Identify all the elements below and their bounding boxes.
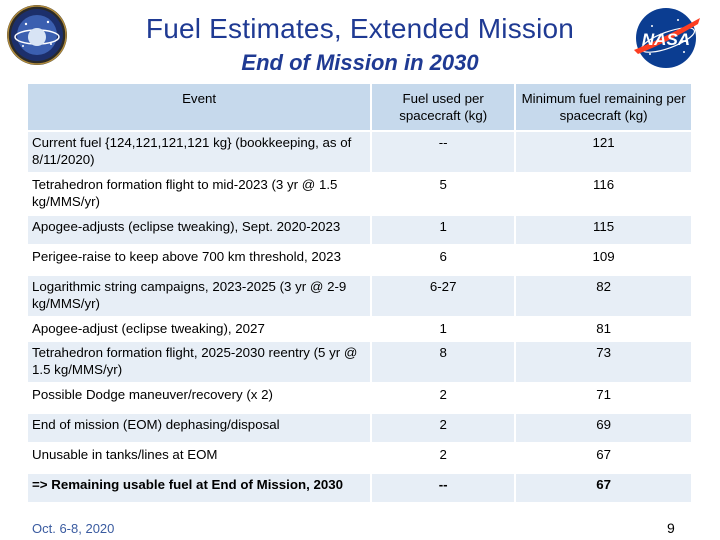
table-row: Tetrahedron formation flight to mid-2023… xyxy=(28,174,691,214)
fuel-remaining-cell: 109 xyxy=(516,246,691,274)
event-cell: => Remaining usable fuel at End of Missi… xyxy=(28,474,371,502)
column-header-fuel-remaining: Minimum fuel remaining per spacecraft (k… xyxy=(516,84,691,130)
fuel-remaining-cell: 81 xyxy=(516,318,691,340)
fuel-used-cell: 1 xyxy=(372,318,515,340)
fuel-remaining-cell: 116 xyxy=(516,174,691,214)
column-header-fuel-used: Fuel used per spacecraft (kg) xyxy=(372,84,515,130)
table-row: Possible Dodge maneuver/recovery (x 2) 2 7… xyxy=(28,384,691,412)
event-cell: Possible Dodge maneuver/recovery (x 2) xyxy=(28,384,371,412)
table-row: Apogee-adjusts (eclipse tweaking), Sept.… xyxy=(28,216,691,244)
event-cell: Apogee-adjusts (eclipse tweaking), Sept.… xyxy=(28,216,371,244)
mms-mission-patch-icon xyxy=(6,4,68,66)
table-row: => Remaining usable fuel at End of Missi… xyxy=(28,474,691,502)
table-header-row: Event Fuel used per spacecraft (kg) Mini… xyxy=(28,84,691,130)
fuel-used-cell: 2 xyxy=(372,444,515,472)
fuel-remaining-cell: 67 xyxy=(516,474,691,502)
table-row: Unusable in tanks/lines at EOM 2 67 xyxy=(28,444,691,472)
nasa-logo-icon: NASA xyxy=(628,6,704,70)
event-cell: Current fuel {124,121,121,121 kg} (bookk… xyxy=(28,132,371,172)
fuel-estimates-table: Event Fuel used per spacecraft (kg) Mini… xyxy=(26,82,693,504)
page-number: 9 xyxy=(667,520,675,536)
fuel-used-cell: -- xyxy=(372,474,515,502)
fuel-used-cell: 8 xyxy=(372,342,515,382)
fuel-remaining-cell: 71 xyxy=(516,384,691,412)
column-header-event: Event xyxy=(28,84,371,130)
fuel-remaining-cell: 69 xyxy=(516,414,691,442)
page-title: Fuel Estimates, Extended Mission xyxy=(145,13,575,44)
table-row: Apogee-adjust (eclipse tweaking), 2027 1 8… xyxy=(28,318,691,340)
table-row: Perigee-raise to keep above 700 km thres… xyxy=(28,246,691,274)
event-cell: Perigee-raise to keep above 700 km thres… xyxy=(28,246,371,274)
fuel-remaining-cell: 115 xyxy=(516,216,691,244)
table-body: Current fuel {124,121,121,121 kg} (bookk… xyxy=(28,132,691,502)
svg-text:NASA: NASA xyxy=(642,30,690,49)
fuel-remaining-cell: 82 xyxy=(516,276,691,316)
table-row: Logarithmic string campaigns, 2023-2025 … xyxy=(28,276,691,316)
event-cell: Unusable in tanks/lines at EOM xyxy=(28,444,371,472)
event-cell: End of mission (EOM) dephasing/disposal xyxy=(28,414,371,442)
event-cell: Tetrahedron formation flight to mid-2023… xyxy=(28,174,371,214)
fuel-used-cell: 2 xyxy=(372,414,515,442)
page-subtitle: End of Mission in 2030 xyxy=(241,50,479,75)
fuel-remaining-cell: 121 xyxy=(516,132,691,172)
event-cell: Logarithmic string campaigns, 2023-2025 … xyxy=(28,276,371,316)
fuel-remaining-cell: 73 xyxy=(516,342,691,382)
fuel-used-cell: 6 xyxy=(372,246,515,274)
fuel-used-cell: 5 xyxy=(372,174,515,214)
table-row: End of mission (EOM) dephasing/disposal 2… xyxy=(28,414,691,442)
event-cell: Apogee-adjust (eclipse tweaking), 2027 xyxy=(28,318,371,340)
fuel-used-cell: -- xyxy=(372,132,515,172)
fuel-used-cell: 6-27 xyxy=(372,276,515,316)
event-cell: Tetrahedron formation flight, 2025-2030 … xyxy=(28,342,371,382)
table-row: Tetrahedron formation flight, 2025-2030 … xyxy=(28,342,691,382)
table-row: Current fuel {124,121,121,121 kg} (bookk… xyxy=(28,132,691,172)
footer-date: Oct. 6-8, 2020 xyxy=(32,521,115,536)
fuel-used-cell: 1 xyxy=(372,216,515,244)
fuel-used-cell: 2 xyxy=(372,384,515,412)
fuel-remaining-cell: 67 xyxy=(516,444,691,472)
